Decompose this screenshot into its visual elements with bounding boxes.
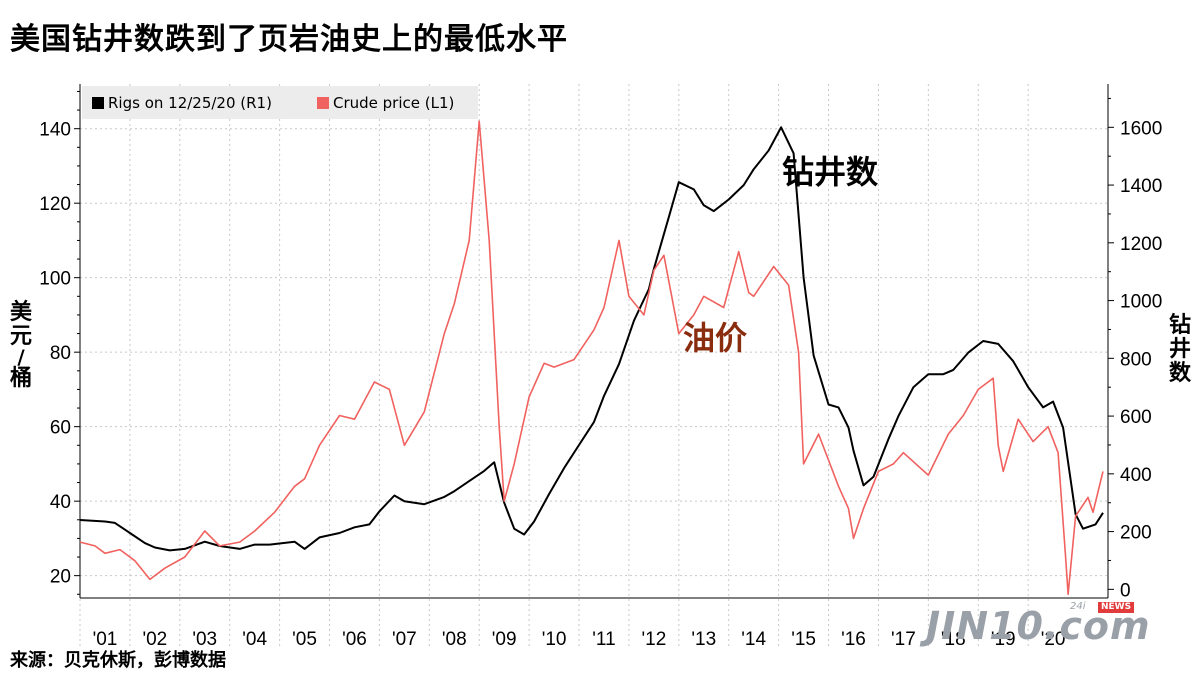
y-left-tick-label: 140 (39, 120, 71, 141)
logo-news-badge: NEWS (1098, 602, 1135, 613)
y-left-tick-label: 60 (50, 418, 71, 439)
x-tick-label: '05 (292, 629, 317, 650)
x-tick-label: '18 (941, 629, 966, 650)
x-tick-label: '07 (392, 629, 417, 650)
rigs-series-line (79, 126, 1104, 552)
y-right-tick-label: 1000 (1120, 292, 1162, 313)
legend: Rigs on 12/25/20 (R1) Crude price (L1) (82, 86, 478, 119)
x-tick-label: '08 (442, 629, 467, 650)
x-tick-label: '06 (342, 629, 367, 650)
crude-series-line (79, 120, 1104, 596)
y-left-tick-label: 100 (39, 269, 71, 290)
legend-swatch (92, 97, 104, 109)
legend-label: Crude price (L1) (333, 94, 454, 112)
legend-swatch (317, 97, 329, 109)
x-tick-label: '12 (642, 629, 667, 650)
y-right-tick-label: 800 (1120, 349, 1152, 370)
x-tick-label: '10 (542, 629, 567, 650)
y-right-tick-label: 1600 (1120, 118, 1162, 139)
x-tick-label: '17 (891, 629, 916, 650)
y-right-tick-label: 400 (1120, 465, 1152, 486)
x-tick-label: '20 (1041, 629, 1066, 650)
y-left-tick-label: 120 (39, 194, 71, 215)
y-left-tick-label: 40 (50, 492, 71, 513)
y-axis-right-label: 钻井数 (1168, 312, 1191, 386)
plot-background (80, 84, 1108, 598)
x-tick-label: '14 (741, 629, 766, 650)
x-tick-label: '03 (192, 629, 217, 650)
y-right-tick-label: 200 (1120, 523, 1152, 544)
x-tick-label: '09 (492, 629, 517, 650)
grid (79, 84, 1108, 648)
legend-label: Rigs on 12/25/20 (R1) (108, 94, 272, 112)
axes: '01 '02 '03 '04 '05 '06 '07 '08 '09 '10 '11 '12 '13 '… (39, 84, 1162, 650)
y-axis-left-label: 美元 / 桶 (9, 299, 32, 391)
y-left-tick-label: 80 (50, 343, 71, 364)
x-tick-label: '04 (242, 629, 267, 650)
x-tick-label: '19 (991, 629, 1016, 650)
series (79, 120, 1104, 596)
jin10-logo: JIN10.com 24i NEWS (926, 596, 1150, 656)
x-tick-label: '11 (592, 629, 615, 650)
page-title: 美国钻井数跌到了页岩油史上的最低水平 (10, 22, 568, 57)
y-right-tick-label: 0 (1120, 580, 1131, 601)
x-tick-label: '13 (691, 629, 716, 650)
x-tick-label: '02 (142, 629, 167, 650)
legend-box (82, 86, 478, 119)
y-left-tick-label: 20 (50, 567, 71, 588)
y-right-tick-label: 1400 (1120, 176, 1162, 197)
x-tick-label: '15 (791, 629, 816, 650)
y-right-tick-label: 1200 (1120, 234, 1162, 255)
x-tick-label: '16 (841, 629, 866, 650)
crude-annotation: 油价 (683, 319, 748, 357)
y-right-tick-label: 600 (1120, 407, 1152, 428)
rigs-annotation: 钻井数 (782, 153, 879, 191)
x-tick-label: '01 (93, 629, 118, 650)
logo-sup: 24i (1070, 601, 1086, 612)
source-note: 来源：贝克休斯，彭博数据 (10, 650, 226, 671)
